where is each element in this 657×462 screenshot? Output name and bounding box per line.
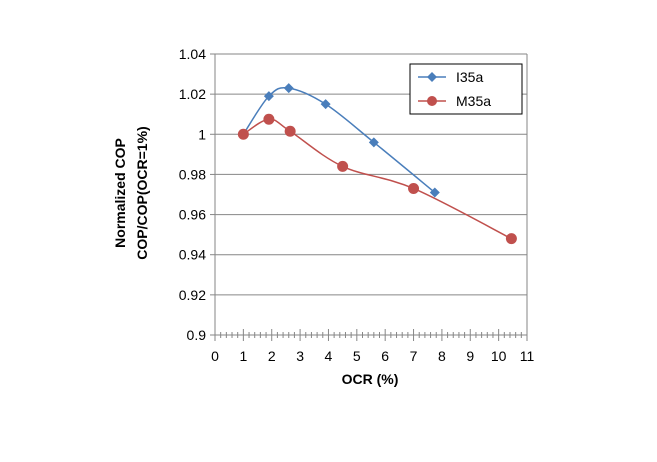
y-tick-label: 1 [198, 126, 206, 142]
x-tick-label: 9 [466, 348, 474, 364]
y-tick-label: 0.96 [179, 207, 206, 223]
y-tick-label: 1.04 [179, 46, 206, 62]
legend-label-i35a: I35a [456, 69, 483, 85]
legend-item-m35a: M35a [418, 93, 491, 109]
y-axis-title-line-2: COP/COP(OCR=1%) [134, 126, 150, 259]
y-tick-labels: 0.9 0.92 0.94 0.96 0.98 1 1.02 1.04 [179, 46, 206, 343]
legend-item-i35a: I35a [418, 69, 483, 85]
x-tick-label: 0 [211, 348, 219, 364]
x-tick-label: 1 [239, 348, 247, 364]
legend-label-m35a: M35a [456, 93, 491, 109]
y-tick-label: 1.02 [179, 86, 206, 102]
data-point-i35a [263, 91, 274, 102]
x-tick-label: 10 [491, 348, 507, 364]
legend-marker-i35a [427, 72, 437, 82]
data-point-m35a [237, 128, 249, 140]
data-point-i35a [320, 99, 331, 110]
data-point-i35a [283, 83, 294, 94]
data-point-m35a [408, 182, 420, 194]
x-tick-label: 11 [520, 348, 535, 364]
legend: I35a M35a [409, 63, 523, 115]
y-tick-label: 0.98 [179, 166, 206, 182]
data-point-m35a [337, 160, 349, 172]
x-tick-label: 3 [296, 348, 304, 364]
y-axis-title-line-1: Normalized COP [112, 138, 128, 248]
x-tick-label: 6 [381, 348, 389, 364]
data-point-m35a [505, 233, 517, 245]
y-tick-label: 0.9 [187, 327, 207, 343]
series-line-i35a [242, 86, 436, 194]
legend-marker-m35a [427, 96, 437, 106]
data-point-m35a [263, 113, 275, 125]
y-tick-label: 0.92 [179, 287, 206, 303]
data-point-i35a [429, 187, 440, 198]
x-axis-title: OCR (%) [342, 371, 399, 387]
x-tick-label: 2 [268, 348, 276, 364]
series-line-m35a [242, 118, 512, 240]
axes [210, 53, 528, 341]
x-tick-label: 8 [438, 348, 446, 364]
x-tick-label: 7 [410, 348, 418, 364]
y-tick-label: 0.94 [179, 247, 206, 263]
legend-box [409, 63, 523, 115]
x-tick-label: 5 [353, 348, 361, 364]
y-axis-title: Normalized COP COP/COP(OCR=1%) [112, 126, 150, 259]
data-point-m35a [284, 125, 296, 137]
series-layer [237, 83, 517, 245]
x-tick-label: 4 [325, 348, 333, 364]
data-point-i35a [368, 137, 379, 148]
x-tick-labels: 0 1 2 3 4 5 6 7 8 9 10 11 [211, 348, 534, 364]
